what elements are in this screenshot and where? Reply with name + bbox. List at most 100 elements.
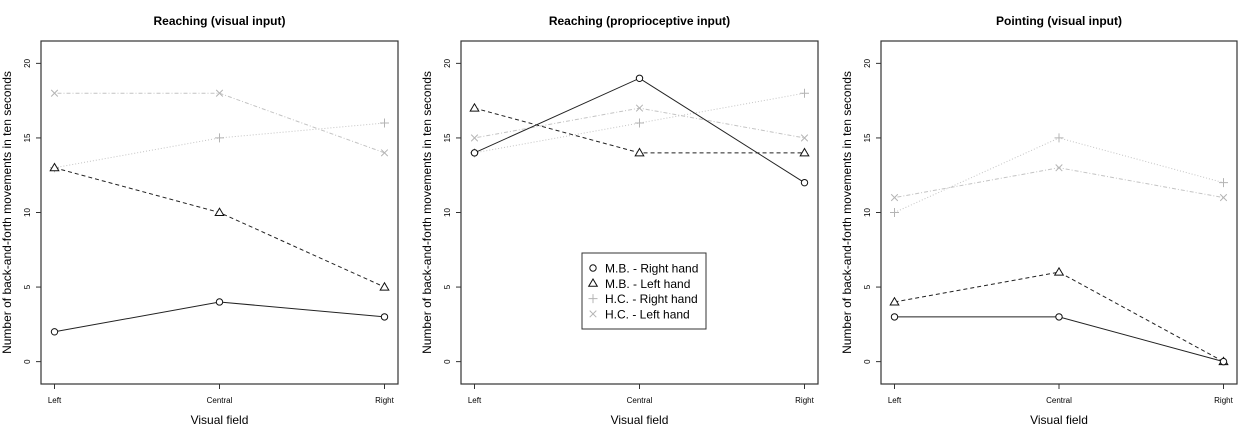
x-axis-title: Visual field	[191, 413, 249, 427]
data-point-circle	[1055, 313, 1063, 321]
legend-marker-cross-cross	[589, 310, 597, 318]
data-point-cross	[470, 134, 479, 142]
legend-entry-label: H.C. - Left hand	[605, 307, 690, 321]
series-m-b-right-hand	[470, 74, 809, 187]
chart-title: Pointing (visual input)	[996, 14, 1122, 28]
x-tick-label: Left	[468, 396, 482, 405]
y-tick-label: 15	[443, 133, 452, 142]
y-tick-label: 20	[443, 58, 452, 67]
y-tick-label: 10	[863, 208, 872, 217]
series-h-c-right-hand	[470, 88, 809, 158]
y-tick-label: 5	[863, 284, 872, 289]
legend-entry-label: M.B. - Left hand	[605, 277, 690, 291]
data-point-plus	[380, 118, 389, 128]
x-tick-label: Left	[888, 396, 902, 405]
series-line	[474, 77, 805, 184]
series-line	[474, 92, 805, 154]
data-point-cross	[1055, 164, 1063, 172]
y-tick-label: 5	[23, 284, 32, 289]
y-tick-label: 0	[443, 359, 452, 364]
plot-frame	[460, 40, 819, 385]
y-axis-title: Number of back-and-forth movements in te…	[0, 71, 14, 354]
data-point-triangle	[469, 102, 480, 112]
y-tick-label: 15	[23, 133, 32, 142]
data-point-cross	[380, 149, 389, 157]
data-point-circle	[1219, 357, 1228, 366]
data-point-plus	[800, 88, 809, 98]
series-line	[54, 92, 385, 154]
series-h-c-left-hand	[470, 104, 809, 142]
x-tick-label: Right	[375, 396, 394, 405]
x-axis-title: Visual field	[611, 413, 669, 427]
data-point-plus	[1219, 178, 1228, 188]
y-tick-label: 20	[23, 58, 32, 67]
data-point-plus	[1054, 133, 1064, 143]
x-tick-label: Left	[48, 396, 62, 405]
data-point-triangle	[799, 147, 810, 157]
data-point-circle	[800, 178, 809, 187]
data-point-cross	[215, 89, 224, 97]
y-tick-label: 15	[863, 133, 872, 142]
data-point-cross	[50, 89, 59, 97]
chart-title: Reaching (visual input)	[153, 14, 285, 28]
legend-marker-triangle-triangle	[587, 278, 599, 287]
y-tick-label: 10	[443, 208, 452, 217]
x-axis-title: Visual field	[1030, 413, 1088, 427]
data-point-circle	[635, 74, 644, 82]
chart-panel-3: Pointing (visual input) 0 5 10 15 20 Left Centr…	[840, 14, 1238, 427]
x-tick-label: Central	[207, 396, 233, 405]
y-tick-label: 10	[23, 208, 32, 217]
x-tick-label: Central	[1046, 396, 1072, 405]
series-line	[54, 122, 385, 169]
chart-panel-1: Reaching (visual input) 0 5 10 15 20 Left Centr…	[0, 14, 399, 427]
legend-marker-circle-circle	[589, 264, 597, 272]
series-m-b-right-hand	[890, 313, 1228, 366]
data-point-circle	[380, 313, 389, 321]
x-tick-label: Right	[1214, 396, 1233, 405]
series-line	[894, 167, 1224, 199]
chart-panel-2: Reaching (proprioceptive input) 0 5 10 15 20 L…	[420, 14, 819, 427]
data-point-plus	[890, 208, 899, 217]
x-tick-label: Right	[795, 396, 814, 405]
data-point-circle	[215, 298, 224, 306]
x-tick-label: Central	[627, 396, 653, 405]
data-point-triangle	[214, 207, 225, 217]
data-point-cross	[635, 104, 644, 112]
data-point-circle	[470, 149, 479, 157]
data-point-circle	[890, 313, 899, 321]
legend-box	[581, 252, 707, 330]
series-line	[54, 301, 385, 333]
series-h-c-left-hand	[890, 164, 1228, 202]
series-line	[894, 316, 1224, 363]
y-axis-title: Number of back-and-forth movements in te…	[420, 71, 434, 354]
data-point-triangle	[379, 281, 390, 291]
legend-entry-label: H.C. - Right hand	[605, 292, 698, 306]
data-point-triangle	[889, 296, 900, 306]
series-line	[54, 167, 385, 288]
plot-frame	[880, 40, 1238, 385]
series-h-c-right-hand	[890, 133, 1228, 217]
legend-entry-label: M.B. - Right hand	[605, 262, 698, 276]
series-h-c-right-hand	[50, 118, 389, 173]
series-m-b-left-hand	[469, 102, 810, 157]
data-point-triangle	[1053, 266, 1065, 276]
legend-marker-plus-plus	[588, 294, 598, 304]
series-m-b-left-hand	[49, 162, 390, 291]
data-point-triangle	[49, 162, 60, 172]
y-axis-title: Number of back-and-forth movements in te…	[840, 71, 854, 354]
y-tick-label: 5	[443, 284, 452, 289]
data-point-plus	[635, 118, 644, 128]
data-point-cross	[1219, 193, 1228, 202]
y-tick-label: 0	[23, 359, 32, 364]
chart-title: Reaching (proprioceptive input)	[549, 14, 730, 28]
y-tick-label: 20	[863, 58, 872, 67]
data-point-plus	[215, 133, 224, 143]
series-line	[894, 137, 1224, 213]
series-m-b-right-hand	[50, 298, 389, 336]
data-point-cross	[800, 134, 809, 142]
data-point-triangle	[634, 147, 645, 157]
series-h-c-left-hand	[50, 89, 389, 157]
data-point-cross	[890, 193, 899, 202]
